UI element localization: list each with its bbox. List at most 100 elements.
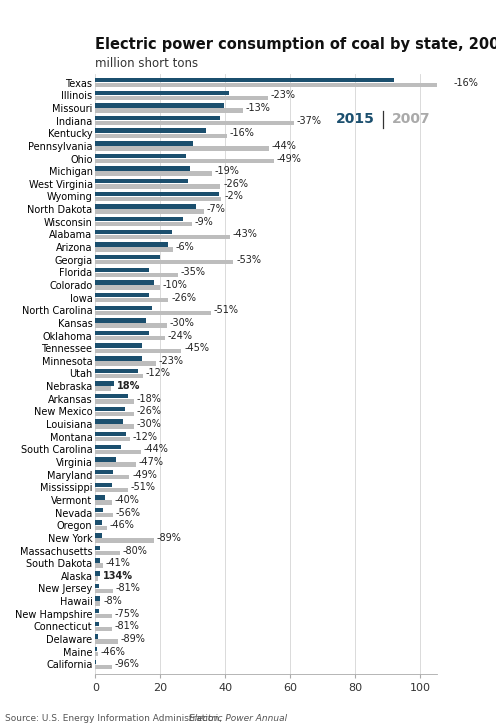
Bar: [95, 589, 113, 593]
Bar: [95, 526, 107, 530]
Bar: [95, 331, 149, 335]
Bar: [95, 483, 112, 487]
Text: -43%: -43%: [233, 229, 258, 240]
Bar: [95, 563, 103, 568]
Bar: [95, 323, 167, 327]
Bar: [95, 596, 100, 601]
Text: -26%: -26%: [223, 179, 248, 189]
Bar: [95, 449, 141, 454]
Text: -89%: -89%: [156, 533, 181, 543]
Text: Electric power consumption of coal by state, 2007 and 2015: Electric power consumption of coal by st…: [95, 37, 496, 52]
Bar: [95, 533, 102, 537]
Text: -35%: -35%: [181, 267, 206, 277]
Bar: [95, 298, 169, 302]
Text: -6%: -6%: [176, 242, 194, 252]
Bar: [95, 437, 130, 441]
Text: -18%: -18%: [137, 393, 162, 404]
Bar: [95, 159, 274, 163]
Bar: [95, 255, 160, 259]
Bar: [95, 184, 221, 189]
Bar: [95, 343, 142, 348]
Text: -81%: -81%: [114, 621, 139, 632]
Bar: [95, 394, 128, 399]
Bar: [95, 640, 118, 644]
Bar: [95, 129, 206, 133]
Bar: [95, 242, 169, 247]
Text: -46%: -46%: [101, 647, 125, 657]
Bar: [95, 209, 204, 214]
Text: -12%: -12%: [133, 432, 158, 441]
Bar: [95, 260, 234, 264]
Bar: [95, 318, 146, 322]
Bar: [95, 444, 122, 449]
Bar: [95, 386, 111, 391]
Text: Source: U.S. Energy Information Administration,: Source: U.S. Energy Information Administ…: [5, 714, 225, 723]
Bar: [95, 614, 112, 619]
Text: -80%: -80%: [123, 545, 147, 555]
Bar: [95, 571, 101, 576]
Bar: [95, 665, 112, 669]
Bar: [95, 197, 221, 201]
Bar: [95, 513, 113, 518]
Bar: [95, 584, 99, 588]
Bar: [95, 108, 243, 113]
Text: -41%: -41%: [106, 558, 131, 568]
Bar: [95, 234, 230, 239]
Text: -23%: -23%: [159, 356, 184, 366]
Text: -45%: -45%: [184, 343, 209, 353]
Text: -56%: -56%: [115, 507, 140, 518]
Bar: [95, 369, 137, 373]
Bar: [95, 432, 126, 436]
Bar: [95, 558, 100, 563]
Bar: [95, 462, 136, 467]
Text: -24%: -24%: [168, 330, 193, 340]
Bar: [95, 457, 117, 462]
Bar: [95, 306, 152, 310]
Bar: [95, 96, 268, 100]
Bar: [95, 91, 229, 95]
Bar: [95, 217, 183, 221]
Bar: [95, 273, 178, 277]
Bar: [95, 621, 99, 626]
Text: -53%: -53%: [236, 255, 261, 265]
Bar: [95, 356, 142, 361]
Bar: [95, 103, 224, 107]
Bar: [95, 311, 211, 315]
Bar: [95, 495, 105, 499]
Bar: [95, 166, 189, 171]
Bar: [95, 374, 143, 378]
Bar: [95, 609, 99, 613]
Bar: [95, 500, 112, 505]
Text: -40%: -40%: [114, 495, 139, 505]
Bar: [95, 546, 100, 550]
Text: -51%: -51%: [130, 482, 155, 492]
Text: -44%: -44%: [272, 141, 297, 151]
Text: 18%: 18%: [117, 381, 140, 391]
Bar: [95, 381, 114, 386]
Text: -26%: -26%: [171, 293, 196, 303]
Bar: [95, 336, 165, 340]
Text: -51%: -51%: [213, 305, 238, 315]
Bar: [95, 280, 154, 285]
Bar: [95, 268, 149, 272]
Text: -9%: -9%: [195, 217, 214, 227]
Bar: [95, 192, 219, 196]
Bar: [95, 412, 134, 416]
Bar: [95, 248, 173, 252]
Bar: [95, 222, 192, 227]
Bar: [95, 348, 182, 353]
Text: -89%: -89%: [121, 634, 145, 644]
Bar: [95, 204, 196, 209]
Bar: [95, 171, 212, 176]
Bar: [95, 293, 149, 297]
Text: -7%: -7%: [207, 204, 226, 214]
Text: -49%: -49%: [277, 153, 302, 163]
Bar: [95, 121, 294, 126]
Bar: [95, 116, 221, 121]
Text: million short tons: million short tons: [95, 57, 198, 70]
Text: -16%: -16%: [454, 78, 479, 88]
Bar: [95, 134, 227, 138]
Bar: [95, 407, 124, 411]
Bar: [95, 420, 123, 424]
Text: 2007: 2007: [391, 113, 430, 126]
